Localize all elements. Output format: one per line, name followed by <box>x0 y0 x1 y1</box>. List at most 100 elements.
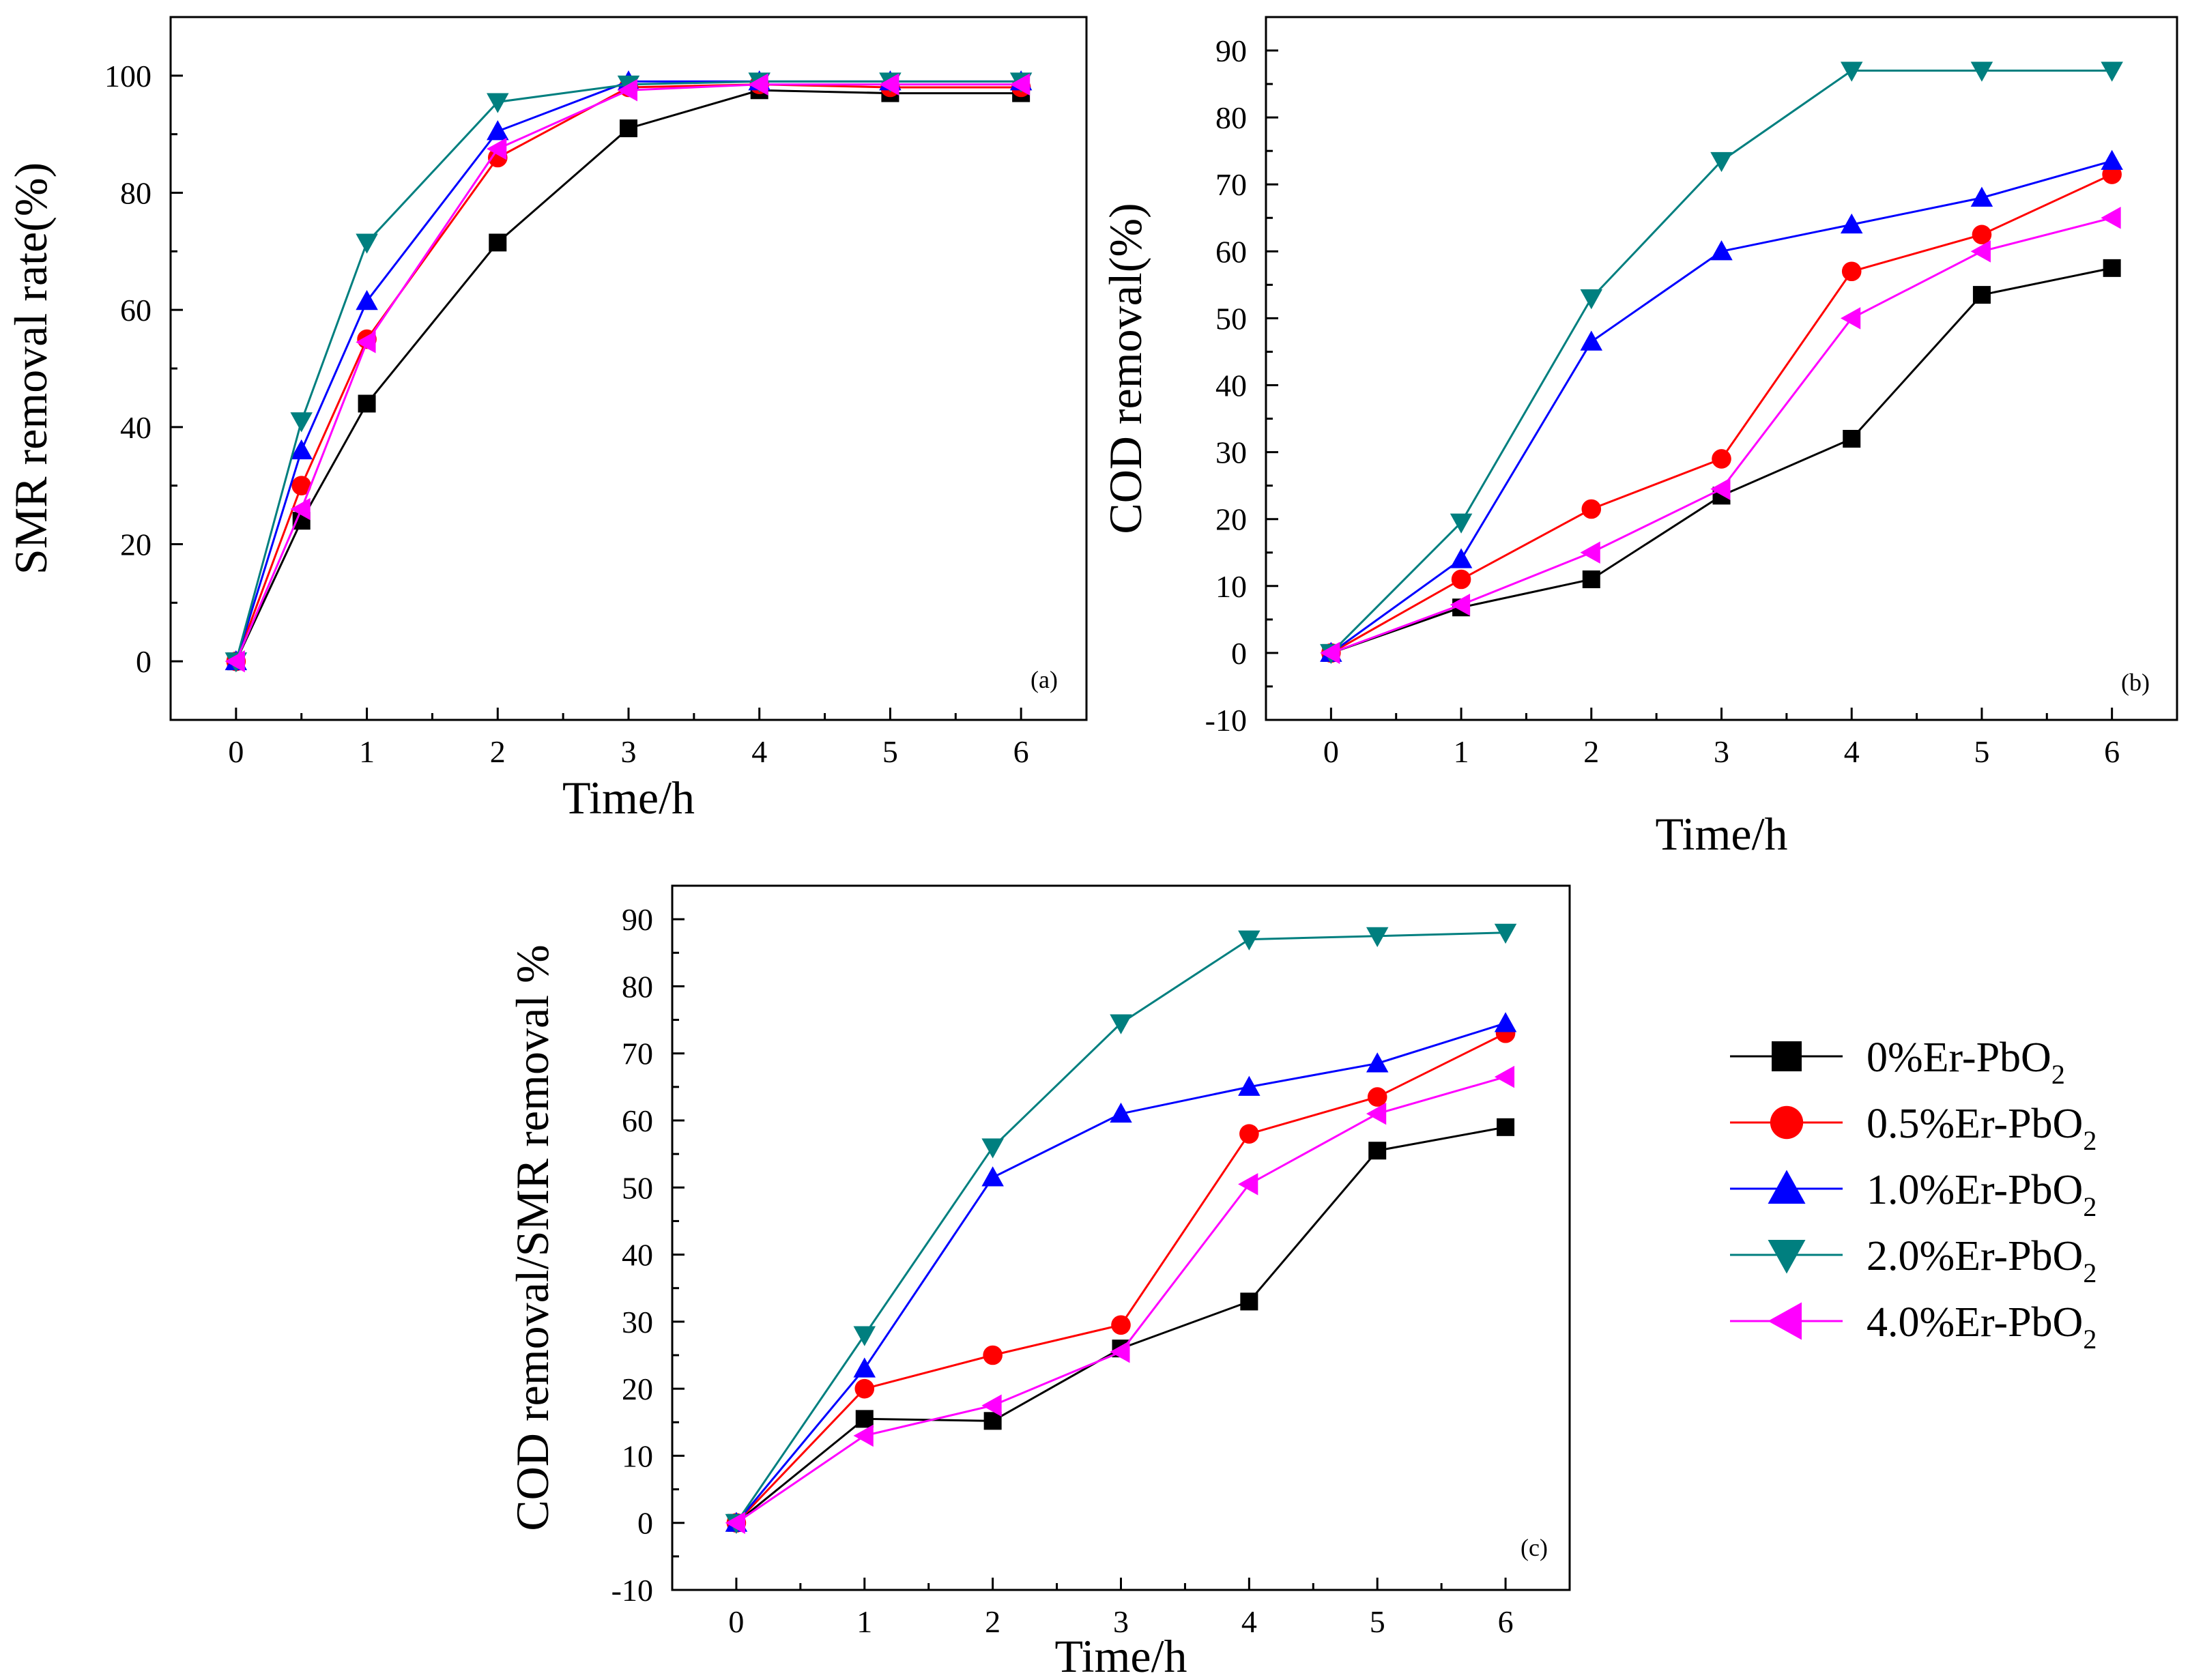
series-line <box>235 80 1022 662</box>
data-point <box>854 1378 875 1399</box>
y-tick-label: 30 <box>1215 435 1247 470</box>
y-axis-title: SMR removal rate(%) <box>5 162 57 575</box>
x-tick-label: 2 <box>490 734 506 769</box>
legend-label-subscript: 2 <box>2083 1125 2097 1156</box>
y-tick-label: 0 <box>637 1506 653 1541</box>
y-tick-label: 80 <box>622 969 653 1004</box>
data-point <box>1367 1087 1387 1107</box>
data-point <box>1970 186 1993 207</box>
data-point <box>1366 927 1389 947</box>
x-axis-title: Time/h <box>1655 808 1787 860</box>
data-point <box>983 1412 1002 1430</box>
data-point <box>1111 1315 1131 1335</box>
data-point <box>1238 930 1260 951</box>
x-tick-label: 0 <box>1323 734 1339 769</box>
data-point <box>1450 513 1473 534</box>
data-point <box>855 1410 874 1428</box>
data-point <box>1238 1173 1258 1196</box>
legend-label-subscript: 2 <box>2051 1059 2065 1090</box>
y-tick-label: 90 <box>1215 33 1247 68</box>
data-point <box>290 412 313 433</box>
y-tick-label: 0 <box>136 644 152 679</box>
panel-b-chart: 0 1 2 3 4 5 6 -10 0 10 20 30 40 50 60 70 80 90 Time/h COD r… <box>1099 16 2178 860</box>
data-point <box>1970 61 1993 82</box>
data-point <box>356 233 378 254</box>
data-point <box>1497 1118 1515 1136</box>
data-point <box>487 93 509 113</box>
data-point <box>487 120 509 141</box>
x-tick-label: 3 <box>621 734 637 769</box>
data-point <box>2101 61 2123 82</box>
series-line <box>235 89 1022 662</box>
x-tick-label: 4 <box>1844 734 1860 769</box>
data-point <box>1238 1075 1260 1096</box>
x-tick-label: 6 <box>1498 1604 1514 1639</box>
x-tick-label: 5 <box>1974 734 1989 769</box>
data-point <box>1840 61 1863 82</box>
legend-label-subscript: 2 <box>2083 1191 2097 1222</box>
data-point <box>1451 569 1471 590</box>
x-tick-label: 5 <box>1370 1604 1385 1639</box>
data-point <box>1580 541 1600 564</box>
data-point <box>2101 149 2123 170</box>
series-line <box>735 1022 1506 1524</box>
x-tick-label: 2 <box>1583 734 1599 769</box>
data-point <box>290 497 311 521</box>
x-tick-label: 1 <box>1454 734 1469 769</box>
y-tick-label: 20 <box>622 1372 653 1406</box>
data-point <box>1494 1012 1517 1032</box>
legend-label: 1.0%Er-PbO2 <box>1867 1167 2097 1222</box>
data-point <box>617 79 637 102</box>
data-point <box>1320 641 1340 665</box>
y-tick-label: 40 <box>1215 368 1247 403</box>
data-point <box>1841 261 1862 282</box>
x-tick-label: 0 <box>228 734 244 769</box>
panel-tag: (c) <box>1521 1534 1548 1561</box>
data-point <box>853 1357 876 1378</box>
data-point <box>1450 594 1471 616</box>
data-point <box>1710 478 1731 500</box>
y-tick-label: 40 <box>120 410 152 445</box>
data-point <box>1239 1124 1259 1144</box>
data-point <box>1110 1102 1132 1123</box>
x-tick-label: 6 <box>1013 734 1029 769</box>
legend-label: 2.0%Er-PbO2 <box>1867 1233 2097 1288</box>
x-tick-label: 5 <box>882 734 898 769</box>
legend-marker <box>1768 1240 1806 1274</box>
y-tick-label: 10 <box>622 1438 653 1473</box>
data-point <box>1972 286 1991 304</box>
data-point <box>853 1326 876 1346</box>
data-point <box>1972 225 1992 245</box>
data-point <box>1110 1340 1130 1363</box>
y-tick-label: 30 <box>622 1305 653 1339</box>
y-axis-title: COD removal(%) <box>1099 203 1151 534</box>
data-point <box>1009 73 1031 96</box>
x-tick-label: 4 <box>751 734 767 769</box>
data-point <box>358 394 376 413</box>
data-point <box>1110 1014 1132 1034</box>
x-tick-label: 1 <box>856 1604 872 1639</box>
legend-label-subscript: 2 <box>2083 1258 2097 1288</box>
y-tick-label: 60 <box>1215 234 1247 269</box>
y-tick-label: 100 <box>104 59 152 93</box>
panel-tag: (b) <box>2121 669 2150 696</box>
data-point <box>879 73 899 96</box>
data-point <box>1582 570 1600 588</box>
series-line <box>235 83 1022 662</box>
y-axis-title: COD removal/SMR removal % <box>506 944 558 1531</box>
data-point <box>290 439 313 460</box>
data-point <box>1581 499 1602 519</box>
data-point <box>225 650 245 673</box>
legend-label: 4.0%Er-PbO2 <box>1867 1299 2097 1355</box>
y-tick-label: 70 <box>1215 167 1247 202</box>
legend-label: 0%Er-PbO2 <box>1867 1034 2065 1090</box>
y-tick-label: -10 <box>611 1573 653 1608</box>
plot-frame <box>1265 16 2178 721</box>
data-point <box>487 137 507 160</box>
y-tick-label: 80 <box>1215 100 1247 135</box>
x-tick-label: 6 <box>2104 734 2120 769</box>
data-point <box>356 331 376 353</box>
data-point <box>853 1424 874 1447</box>
